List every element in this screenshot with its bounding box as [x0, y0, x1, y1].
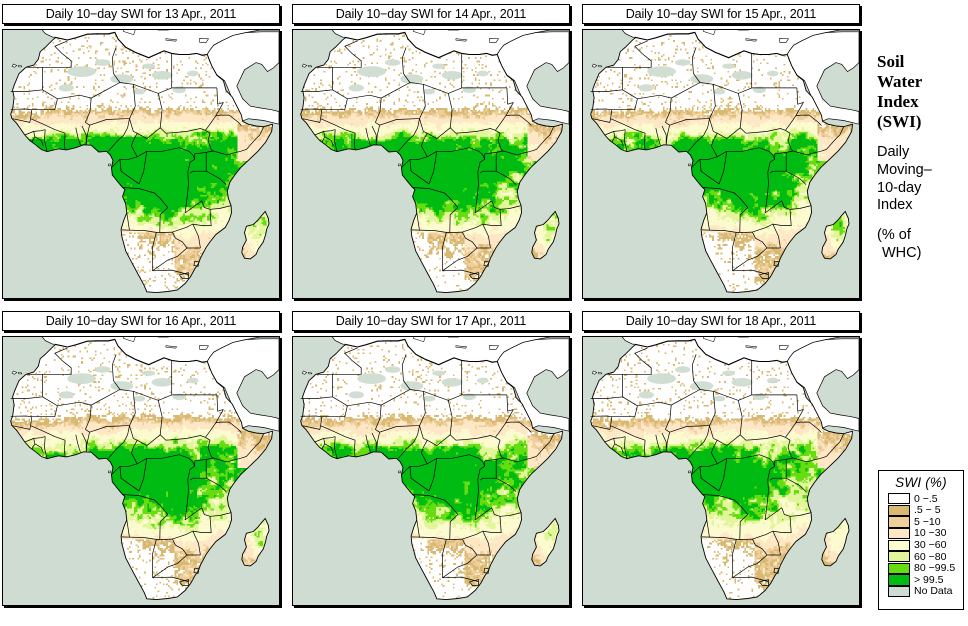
legend-swatch	[888, 562, 910, 574]
map-canvas	[292, 29, 570, 299]
map-canvas	[2, 29, 280, 299]
map-canvas	[582, 29, 860, 299]
subtitle-line-3: 10-day	[877, 179, 922, 196]
map-canvas	[292, 336, 570, 606]
legend-label: 0 −.5	[914, 492, 938, 505]
legend-label: No Data	[914, 585, 953, 598]
map-panel: Daily 10−day SWI for 18 Apr., 2011	[582, 311, 860, 607]
map-panel-grid: Daily 10−day SWI for 13 Apr., 2011 Daily …	[2, 4, 860, 607]
map-panel-title: Daily 10−day SWI for 13 Apr., 2011	[2, 4, 280, 24]
subtitle-line-1: Daily	[877, 144, 910, 161]
heading-line-3: Index	[877, 92, 919, 112]
map-panel-title: Daily 10−day SWI for 14 Apr., 2011	[292, 4, 570, 24]
map-panel: Daily 10−day SWI for 16 Apr., 2011	[2, 311, 280, 607]
legend-swatch	[888, 585, 910, 598]
map-canvas	[2, 336, 280, 606]
map-panel: Daily 10−day SWI for 15 Apr., 2011	[582, 4, 860, 300]
map-panel-title: Daily 10−day SWI for 17 Apr., 2011	[292, 311, 570, 331]
legend-swatch	[888, 493, 910, 505]
map-panel-title: Daily 10−day SWI for 16 Apr., 2011	[2, 311, 280, 331]
legend-label: 80 −99.5	[914, 562, 956, 575]
heading-line-1: Soil	[877, 52, 905, 71]
legend-row: No Data	[888, 585, 963, 598]
legend-swatch	[888, 504, 910, 516]
map-panel-title: Daily 10−day SWI for 15 Apr., 2011	[582, 4, 860, 24]
legend-row: 0 −.5	[888, 493, 963, 505]
legend-row: 30 −60	[888, 539, 963, 551]
subtitle-line-2: Moving–	[877, 161, 932, 178]
units-line-2: WHC)	[882, 244, 922, 261]
figure-heading: Soil Water Index (SWI)	[877, 52, 967, 132]
figure-units: (% of WHC)	[877, 227, 967, 262]
legend-swatch	[888, 539, 910, 551]
legend-title: SWI (%)	[895, 475, 947, 490]
map-panel-title: Daily 10−day SWI for 18 Apr., 2011	[582, 311, 860, 331]
subtitle-line-4: Index	[877, 197, 913, 214]
legend-row: 10 −30	[888, 527, 963, 540]
legend-label: 60 −80	[914, 550, 947, 563]
legend-row: 5 −10	[888, 516, 963, 528]
legend-row: 60 −80	[888, 551, 963, 563]
legend-label: 30 −60	[914, 538, 947, 551]
legend-swatch	[888, 551, 910, 563]
map-panel: Daily 10−day SWI for 13 Apr., 2011	[2, 4, 280, 300]
legend-label: 5 −10	[914, 515, 941, 528]
legend-row: 80 −99.5	[888, 562, 963, 575]
figure-subtitle: Daily Moving– 10-day Index	[877, 144, 967, 215]
heading-line-2: Water	[877, 72, 923, 92]
legend-label: 10 −30	[914, 527, 947, 540]
legend-swatch	[888, 574, 910, 586]
legend-label: .5 − 5	[914, 504, 941, 517]
legend-row: .5 − 5	[888, 504, 963, 517]
map-panel: Daily 10−day SWI for 17 Apr., 2011	[292, 311, 570, 607]
map-panel: Daily 10−day SWI for 14 Apr., 2011	[292, 4, 570, 300]
heading-line-4: (SWI)	[877, 112, 922, 132]
legend-label: > 99.5	[914, 573, 944, 586]
map-canvas	[582, 336, 860, 606]
legend-row: > 99.5	[888, 574, 963, 586]
legend-swatch	[888, 516, 910, 528]
units-line-1: (% of	[877, 226, 911, 243]
figure-title-block: Soil Water Index (SWI) Daily Moving– 10-…	[877, 52, 967, 262]
legend-swatch	[888, 527, 910, 540]
